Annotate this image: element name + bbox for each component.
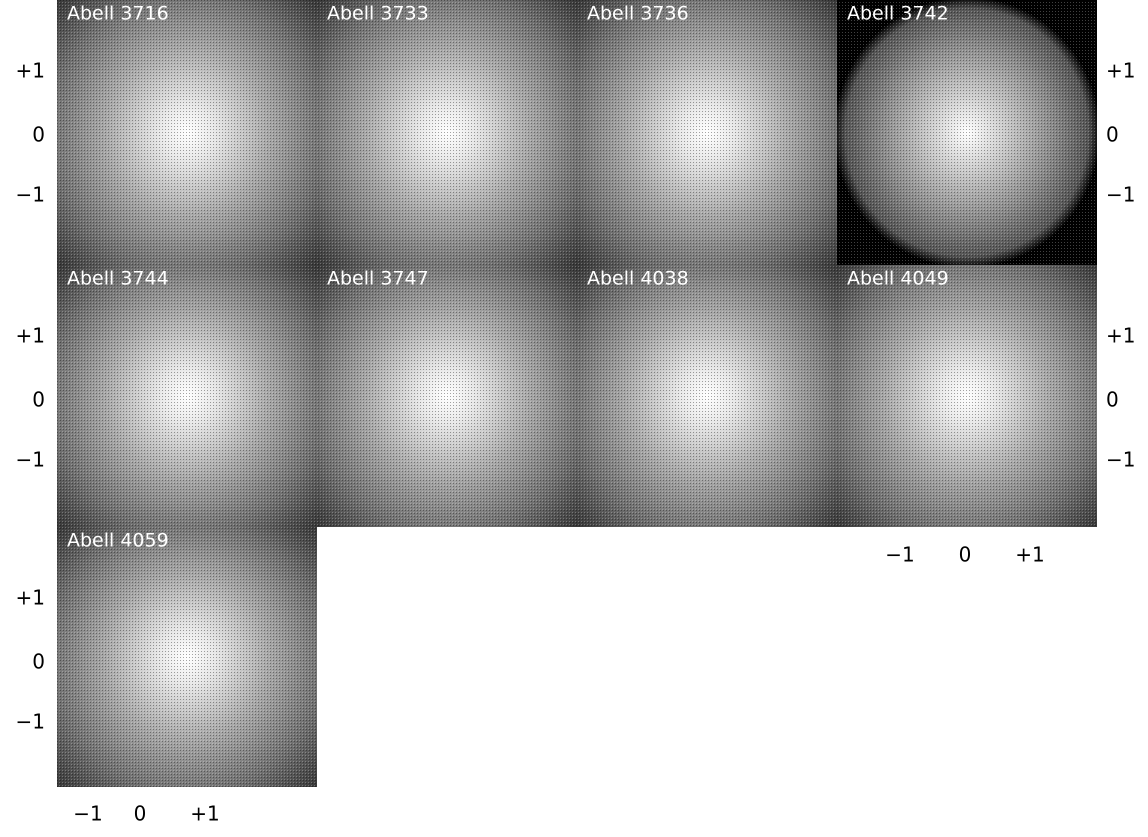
- image-noise: [57, 265, 317, 527]
- y-tick-label: 0: [32, 123, 45, 147]
- x-tick-label: 0: [134, 802, 147, 826]
- panel-label: Abell 3747: [327, 268, 429, 290]
- y-tick-label: +1: [16, 324, 45, 348]
- y-tick-label: +1: [1106, 324, 1135, 348]
- y-tick-label: −1: [16, 448, 45, 472]
- y-tick-label: +1: [16, 586, 45, 610]
- image-noise: [57, 527, 317, 787]
- image-noise: [57, 0, 317, 265]
- image-noise: [317, 265, 577, 527]
- panel-label: Abell 4049: [847, 268, 949, 290]
- panel-label: Abell 3716: [67, 3, 169, 25]
- y-tick-label: −1: [16, 710, 45, 734]
- y-tick-label: 0: [1106, 388, 1119, 412]
- x-tick-label: −1: [73, 802, 102, 826]
- image-noise: [837, 265, 1097, 527]
- x-tick-label: −1: [885, 543, 914, 567]
- y-tick-label: 0: [32, 388, 45, 412]
- y-tick-label: +1: [16, 59, 45, 83]
- y-tick-label: −1: [1106, 183, 1135, 207]
- image-noise: [837, 0, 1097, 265]
- y-tick-label: +1: [1106, 59, 1135, 83]
- panel-label: Abell 3733: [327, 3, 429, 25]
- image-noise: [577, 265, 837, 527]
- x-tick-label: 0: [959, 543, 972, 567]
- panel-label: Abell 3742: [847, 3, 949, 25]
- panel-label: Abell 3736: [587, 3, 689, 25]
- y-tick-label: 0: [1106, 123, 1119, 147]
- y-tick-label: 0: [32, 650, 45, 674]
- image-noise: [317, 0, 577, 265]
- x-tick-label: +1: [1015, 543, 1044, 567]
- x-tick-label: +1: [190, 802, 219, 826]
- y-tick-label: −1: [1106, 448, 1135, 472]
- y-tick-label: −1: [16, 183, 45, 207]
- panel-label: Abell 3744: [67, 268, 169, 290]
- panel-label: Abell 4038: [587, 268, 689, 290]
- image-noise: [577, 0, 837, 265]
- panel-label: Abell 4059: [67, 530, 169, 552]
